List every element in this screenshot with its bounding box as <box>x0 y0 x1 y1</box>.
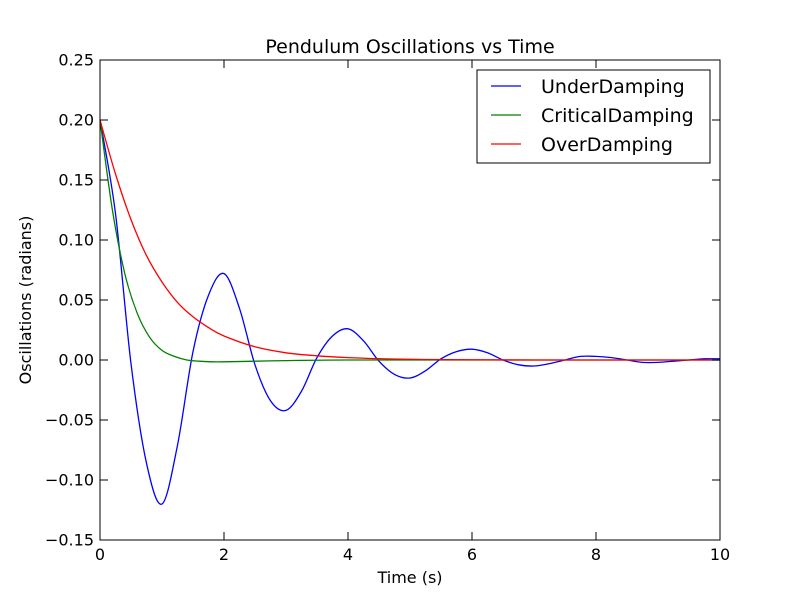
y-tick-label: 0.15 <box>58 171 94 190</box>
y-tick-label: −0.10 <box>45 471 94 490</box>
x-tick-label: 4 <box>343 545 353 564</box>
series-line-under-damping <box>100 119 720 505</box>
y-tick-label: 0.20 <box>58 111 94 130</box>
x-tick-label: 6 <box>467 545 477 564</box>
chart-title: Pendulum Oscillations vs Time <box>265 36 554 58</box>
legend: UnderDamping CriticalDamping OverDamping <box>476 69 711 164</box>
legend-label-over-damping: OverDamping <box>541 134 673 156</box>
plot-area: 0 2 4 6 8 10 −0.15 −0.10 −0.05 0.00 0.05 0.10 0.15 0.… <box>45 51 730 565</box>
x-tick-label: 10 <box>710 545 730 564</box>
x-axis-label: Time (s) <box>376 568 442 587</box>
y-tick-label: 0.00 <box>58 351 94 370</box>
x-tick-label: 8 <box>591 545 601 564</box>
series-line-over-damping <box>100 119 720 361</box>
y-tick-label: 0.05 <box>58 291 94 310</box>
y-tick-label: −0.15 <box>45 531 94 550</box>
x-tick-label: 2 <box>219 545 229 564</box>
x-tick-label: 0 <box>95 545 105 564</box>
legend-label-under-damping: UnderDamping <box>541 76 685 98</box>
legend-label-critical-damping: CriticalDamping <box>541 105 694 127</box>
y-tick-label: 0.10 <box>58 231 94 250</box>
y-tick-label: −0.05 <box>45 411 94 430</box>
y-tick-label: 0.25 <box>58 51 94 70</box>
y-axis-label: Oscillations (radians) <box>16 216 35 385</box>
